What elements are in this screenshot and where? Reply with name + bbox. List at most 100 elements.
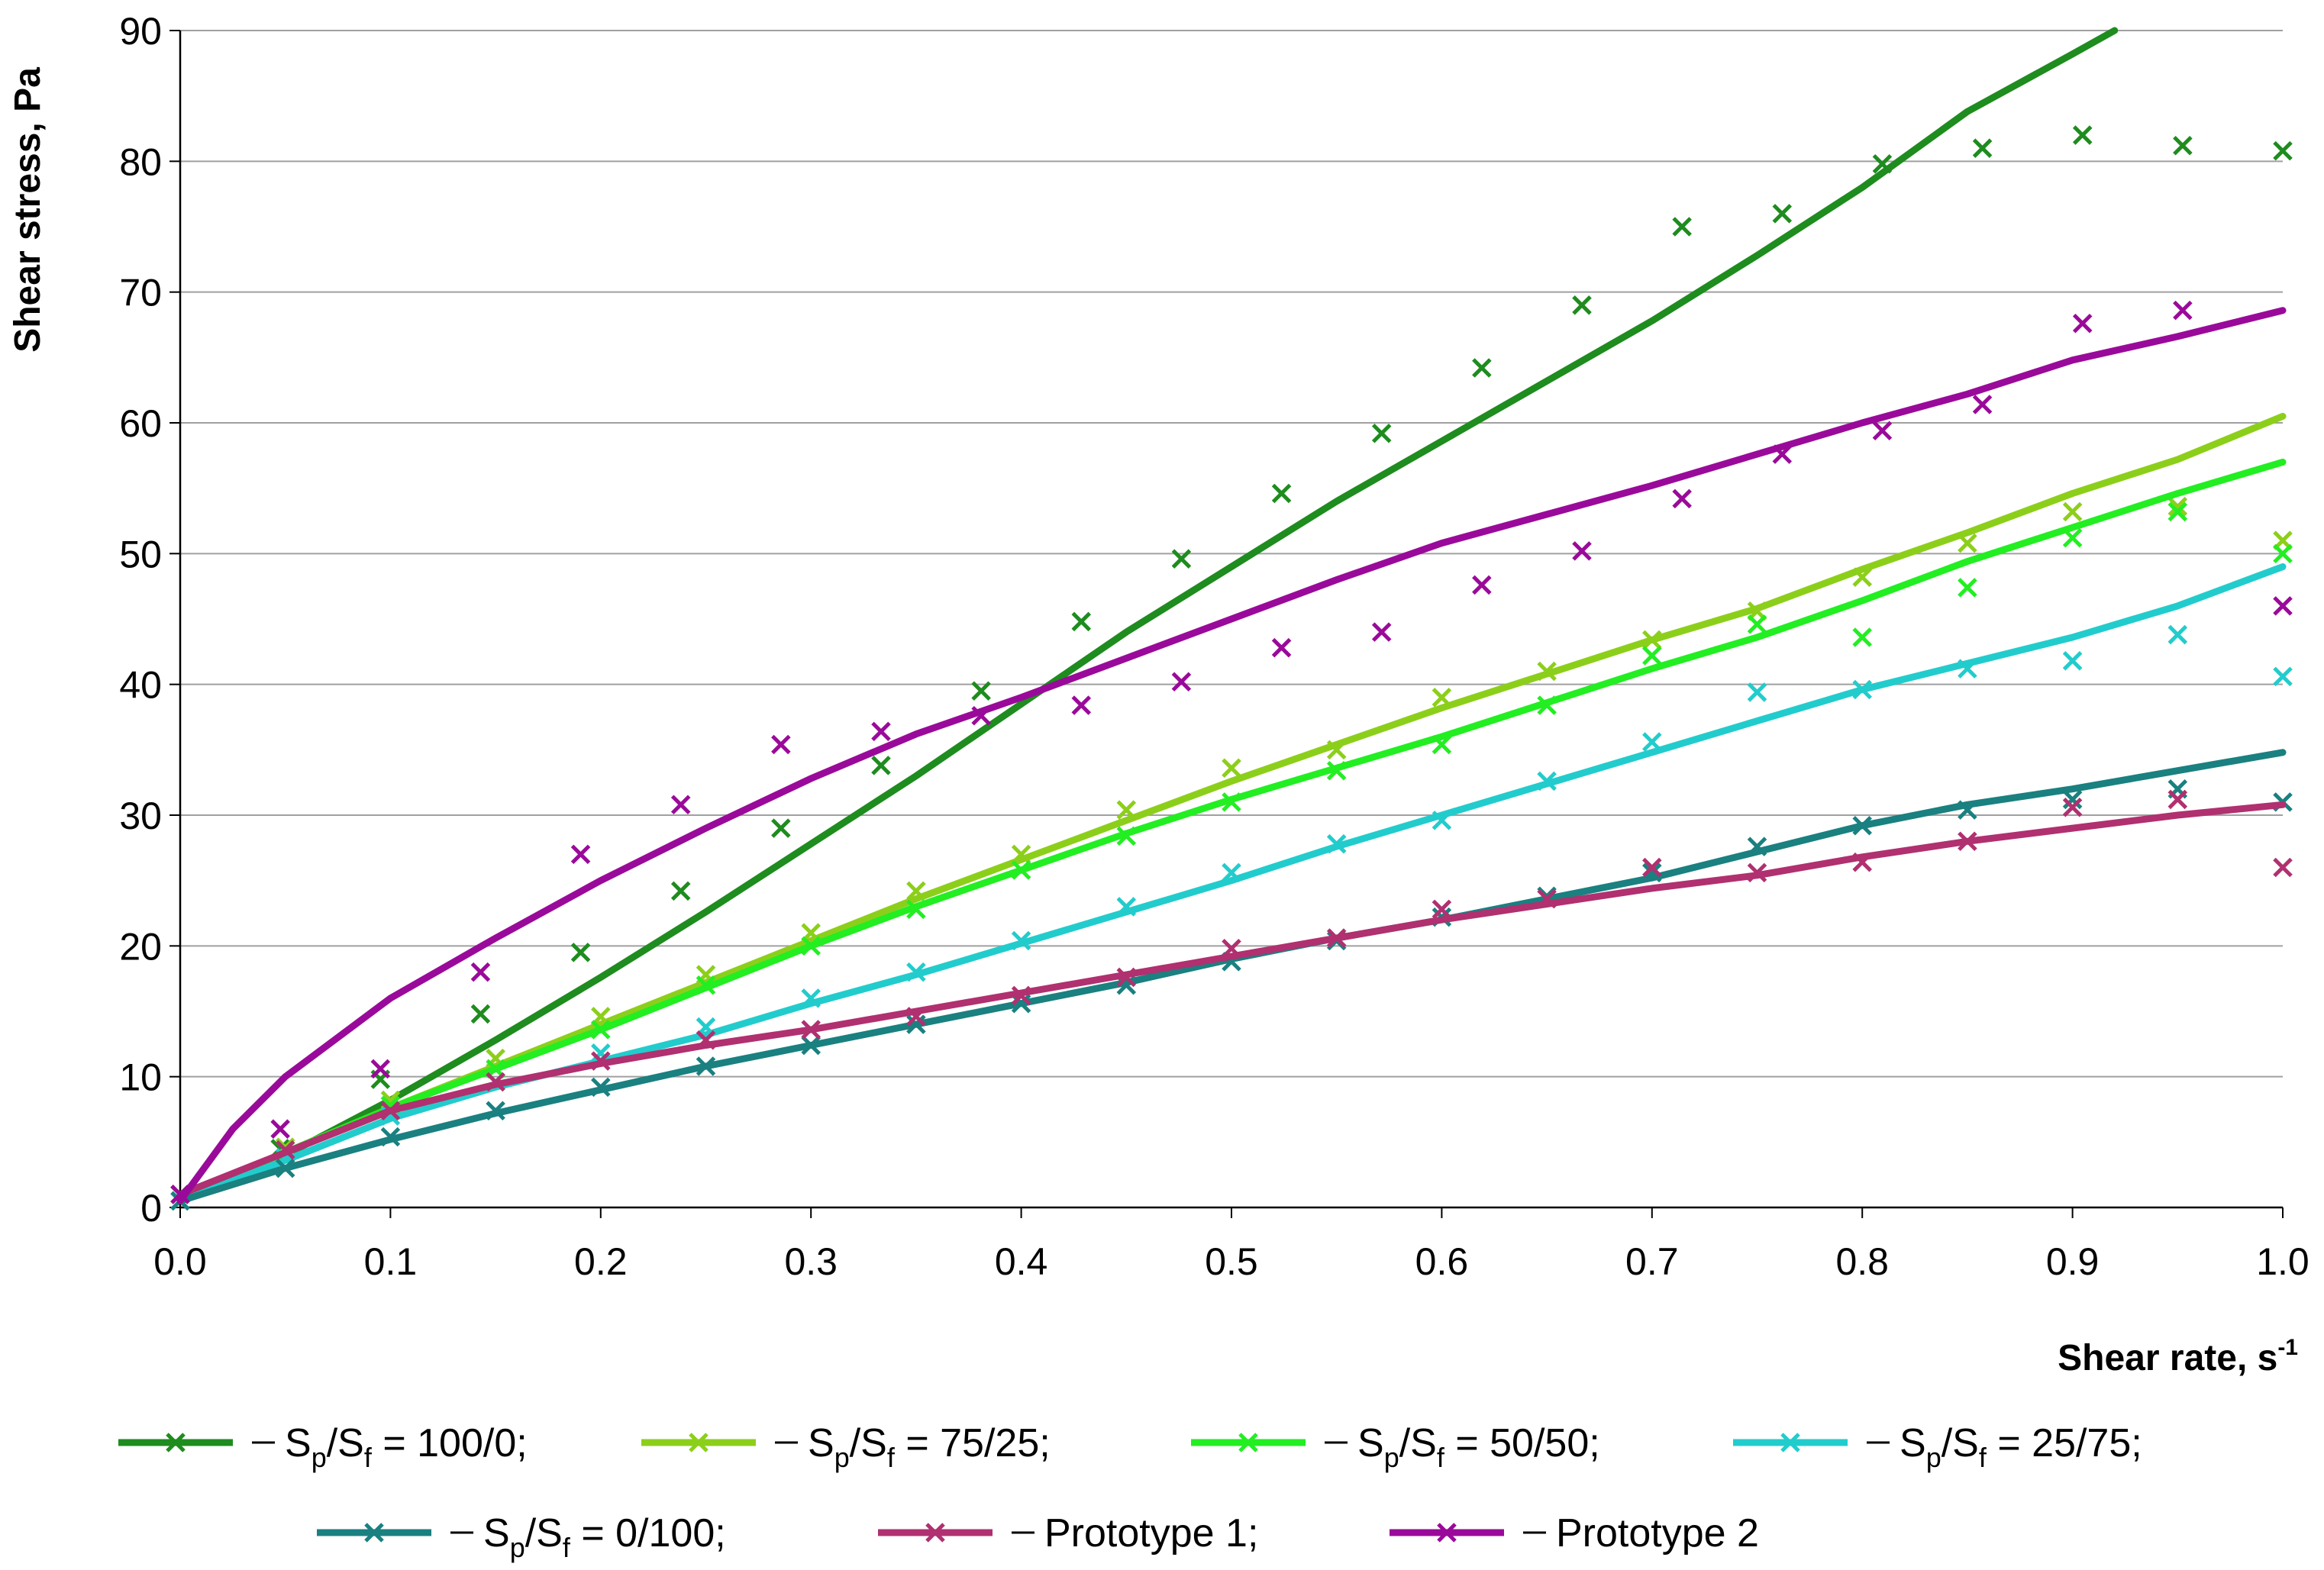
measured-point bbox=[570, 943, 591, 962]
measured-point bbox=[1672, 217, 1692, 237]
legend-entry: Sp/Sf = 100/0; bbox=[118, 1421, 528, 1473]
measured-point bbox=[470, 962, 491, 982]
measured-point bbox=[1642, 857, 1662, 878]
measured-point bbox=[1872, 421, 1893, 441]
legend-label-text: /S bbox=[1399, 1421, 1437, 1465]
series-5 bbox=[170, 749, 2293, 1211]
x-axis-title-exponent: -1 bbox=[2277, 1335, 2298, 1360]
measured-point bbox=[1222, 758, 1241, 779]
measured-point bbox=[1171, 549, 1192, 569]
x-tick-label: 0.3 bbox=[784, 1240, 838, 1283]
series-group bbox=[170, 27, 2293, 1211]
legend-label-subscript: p bbox=[1384, 1442, 1399, 1473]
measured-point bbox=[1642, 646, 1662, 666]
legend-label-subscript: p bbox=[834, 1442, 850, 1473]
measured-point bbox=[2167, 789, 2188, 810]
y-tick-label: 40 bbox=[119, 664, 162, 707]
legend-label: Prototype 1; bbox=[1044, 1511, 1258, 1555]
legend-label-text: = 75/25; bbox=[895, 1421, 1051, 1465]
y-tick-label: 30 bbox=[119, 795, 162, 837]
legend-label-text: /S bbox=[327, 1421, 364, 1465]
legend-entry: Sp/Sf = 50/50; bbox=[1191, 1421, 1600, 1473]
legend-marker bbox=[166, 1433, 186, 1452]
measured-point bbox=[1672, 488, 1692, 509]
grid-lines bbox=[180, 30, 2283, 1078]
y-tick-label: 0 bbox=[140, 1187, 162, 1230]
measured-point bbox=[2072, 314, 2093, 334]
measured-point bbox=[1772, 204, 1793, 224]
legend-label-text: Prototype 2 bbox=[1556, 1511, 1759, 1555]
legend-label-text: = 100/0; bbox=[372, 1421, 528, 1465]
legend-marker bbox=[689, 1433, 708, 1452]
legend-entry: Sp/Sf = 0/100; bbox=[317, 1511, 726, 1563]
measured-point bbox=[1271, 637, 1292, 658]
measured-point bbox=[1972, 395, 1993, 414]
legend-label-subscript: f bbox=[1437, 1442, 1445, 1473]
x-tick-label: 0.4 bbox=[995, 1240, 1048, 1283]
legend-label-text: /S bbox=[850, 1421, 887, 1465]
legend-entry: Sp/Sf = 75/25; bbox=[641, 1421, 1051, 1473]
measured-point bbox=[670, 881, 691, 901]
legend-marker bbox=[1780, 1433, 1800, 1452]
x-axis-title: Shear rate, s-1 bbox=[2058, 1335, 2298, 1378]
x-tick-label: 1.0 bbox=[2256, 1240, 2309, 1283]
measured-point bbox=[2173, 300, 2193, 321]
series-7 bbox=[170, 300, 2293, 1204]
legend-label: Sp/Sf = 0/100; bbox=[483, 1511, 726, 1563]
measured-point bbox=[771, 734, 791, 755]
legend-label-text: S bbox=[808, 1421, 834, 1465]
measured-point bbox=[1472, 358, 1492, 378]
measured-point bbox=[1271, 483, 1292, 504]
x-tick-label: 0.6 bbox=[1415, 1240, 1469, 1283]
legend-label-text: = 25/75; bbox=[1987, 1421, 2142, 1465]
y-axis-title: Shear stress, Pa bbox=[8, 67, 48, 353]
measured-point bbox=[2273, 666, 2293, 687]
measured-point bbox=[2167, 624, 2188, 645]
legend-entry: Sp/Sf = 25/75; bbox=[1733, 1421, 2142, 1473]
measured-point bbox=[1747, 614, 1767, 634]
x-tick-label: 0.9 bbox=[2046, 1240, 2100, 1283]
legend-label: Sp/Sf = 100/0; bbox=[285, 1421, 528, 1473]
fit-line bbox=[176, 458, 2287, 1201]
measured-point bbox=[2062, 501, 2083, 522]
measured-point bbox=[2167, 501, 2188, 522]
legend-label-subscript: f bbox=[1979, 1442, 1987, 1473]
measured-point bbox=[2273, 857, 2293, 878]
legend-marker bbox=[364, 1523, 384, 1543]
measured-point bbox=[570, 844, 591, 865]
measured-point bbox=[1958, 578, 1977, 598]
measured-point bbox=[1972, 138, 1993, 158]
measured-point bbox=[1432, 899, 1452, 920]
x-tick-label: 0.7 bbox=[1625, 1240, 1679, 1283]
legend-label-subscript: f bbox=[887, 1442, 896, 1473]
measured-point bbox=[270, 1119, 290, 1139]
measured-point bbox=[2273, 543, 2293, 564]
tick-labels: 0 10 20 30 40 50 60 70 80 90 0.0 0.1 0.2 0.3 0.4 0.5 0.6… bbox=[119, 10, 2309, 1283]
y-tick-label: 70 bbox=[119, 272, 162, 314]
measured-point bbox=[1171, 672, 1192, 692]
measured-point bbox=[1371, 423, 1392, 443]
measured-point bbox=[1572, 295, 1592, 315]
legend-label-subscript: f bbox=[563, 1532, 571, 1563]
y-tick-label: 50 bbox=[119, 533, 162, 575]
x-tick-label: 0.2 bbox=[574, 1240, 628, 1283]
legend-label: Sp/Sf = 25/75; bbox=[1900, 1421, 2142, 1473]
legend-marker bbox=[1238, 1433, 1258, 1452]
measured-point bbox=[971, 681, 991, 701]
legend-marker bbox=[1437, 1523, 1457, 1543]
legend-label-subscript: p bbox=[510, 1532, 525, 1563]
measured-point bbox=[1371, 622, 1392, 642]
fit-line bbox=[176, 749, 2287, 1204]
measured-point bbox=[1071, 695, 1092, 715]
x-tick-label: 0.8 bbox=[1835, 1240, 1889, 1283]
legend-label: Prototype 2 bbox=[1556, 1511, 1759, 1555]
x-tick-label: 0.0 bbox=[153, 1240, 207, 1283]
legend-label-text: Prototype 1; bbox=[1044, 1511, 1258, 1555]
y-tick-label: 80 bbox=[119, 140, 162, 183]
legend-label-text: = 0/100; bbox=[570, 1511, 726, 1555]
measured-point bbox=[2273, 140, 2293, 161]
measured-point bbox=[1852, 627, 1872, 647]
fit-line bbox=[176, 801, 2287, 1198]
legend-label-subscript: f bbox=[364, 1442, 373, 1473]
legend-label-text: S bbox=[285, 1421, 311, 1465]
